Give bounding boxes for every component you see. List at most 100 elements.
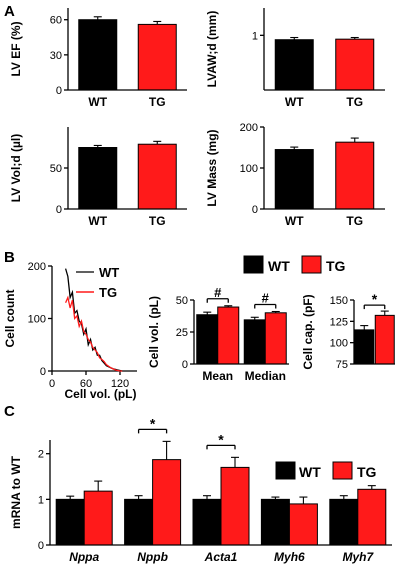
cellvol-ytick-label: 50	[176, 295, 188, 307]
lvef-ytick-label: 0	[56, 85, 62, 97]
lvaw-bar	[274, 39, 314, 91]
lvef-bar	[78, 19, 118, 91]
lvmass-bar	[274, 149, 314, 210]
cellvol-xtick-label: Mean	[202, 369, 233, 383]
hist-ytick-label: 100	[28, 314, 46, 326]
cellvol-ytick-label: 0	[182, 359, 188, 371]
hist-xlabel: Cell vol. (pL)	[65, 387, 137, 401]
lvaw-ylabel: LVAW;d (mm)	[205, 11, 219, 88]
lvvol-xtick-label: WT	[88, 214, 107, 228]
mrna-bar	[329, 498, 359, 546]
hist-ytick-label: 0	[40, 366, 46, 378]
lvef-ylabel: LV EF (%)	[9, 21, 23, 76]
mrna-ytick-label: 0	[38, 540, 44, 552]
lvaw-xtick-label: WT	[285, 95, 304, 109]
cellvol-ylabel: Cell vol. (pL)	[147, 296, 161, 368]
lvef-bar	[137, 23, 177, 91]
legend-swatch-wt	[243, 255, 264, 274]
lvef-xtick-label: TG	[149, 95, 166, 109]
cellvol-bar	[217, 306, 240, 365]
mrna-xtick-label: Nppa	[69, 550, 99, 564]
lvmass-ytick-label: 0	[252, 204, 258, 216]
legend-c-label-wt: WT	[299, 464, 321, 480]
hist-series-wt	[64, 268, 123, 372]
mrna-bar	[124, 498, 154, 546]
hist-ytick-label: 200	[28, 261, 46, 273]
cellcap-sig-mark: *	[372, 291, 378, 307]
legend-label-wt: WT	[268, 258, 290, 274]
mrna-ytick-label: 1	[38, 494, 44, 506]
panel-label-a: A	[4, 3, 15, 20]
cellcap-ytick-label: 100	[330, 338, 348, 350]
mrna-bar	[55, 498, 85, 546]
lvaw-bar	[335, 38, 375, 91]
mrna-bar	[152, 459, 182, 546]
cellcap-chart	[354, 314, 395, 365]
hist-ylabel: Cell count	[3, 289, 17, 347]
legend: WT TG	[243, 255, 346, 274]
lvvol-bar	[78, 147, 118, 210]
mrna-bar	[220, 466, 250, 546]
cellcap-bar	[374, 314, 395, 365]
cellvol-bar	[264, 312, 287, 365]
hist-xtick-label: 60	[80, 378, 92, 390]
cellcap-ytick-label: 75	[336, 359, 348, 371]
cellvol-sig-mark: #	[214, 285, 222, 300]
mrna-sig-mark: *	[150, 415, 156, 431]
legend-swatch-tg	[301, 255, 322, 274]
cellvol-sig-mark: #	[262, 291, 270, 306]
mrna-xtick-label: Myh7	[342, 550, 374, 564]
panel-label-b: B	[4, 249, 15, 266]
cellvol-ytick-label: 25	[176, 327, 188, 339]
lvaw-xtick-label: TG	[346, 95, 363, 109]
cellcap-bar	[354, 329, 375, 365]
hist-legend-label-wt: WT	[99, 265, 119, 280]
mrna-sig-mark: *	[218, 431, 224, 447]
mrna-bar	[357, 488, 387, 546]
lvvol-chart	[78, 143, 177, 210]
lvef-ytick-label: 30	[50, 50, 62, 62]
lvef-xtick-label: WT	[88, 95, 107, 109]
mrna-ylabel: mRNA to WT	[9, 455, 23, 529]
cellcap-ylabel: Cell cap. (pF)	[301, 294, 315, 369]
mrna-bar	[83, 490, 113, 546]
lvmass-ytick-label: 100	[240, 163, 258, 175]
mrna-xtick-label: Acta1	[204, 550, 238, 564]
mrna-bar	[192, 498, 222, 546]
cellcap-ytick-label: 125	[330, 316, 348, 328]
mrna-xtick-label: Myh6	[274, 550, 305, 564]
lvvol-ytick-label: 0	[56, 204, 62, 216]
cellvol-chart	[196, 306, 287, 365]
hist-series-tg	[65, 295, 123, 372]
lvvol-ylabel: LV Vol;d (µl)	[9, 134, 23, 202]
lvmass-ytick-label: 200	[240, 122, 258, 134]
legend-c-swatch-wt	[275, 461, 296, 480]
lvvol-xtick-label: TG	[149, 214, 166, 228]
panel-label-c: C	[4, 403, 15, 420]
cellvol-xtick-label: Median	[245, 369, 286, 383]
hist-legend-label-tg: TG	[99, 285, 117, 300]
lvmass-xtick-label: TG	[346, 214, 363, 228]
lvef-ytick-label: 60	[50, 15, 62, 27]
cellvol-bar	[196, 314, 219, 365]
lvmass-bar	[335, 141, 375, 210]
lvmass-xtick-label: WT	[285, 214, 304, 228]
lvaw-chart	[274, 38, 375, 91]
lvmass-ylabel: LV Mass (mg)	[205, 129, 219, 206]
legend-c: WT TG	[275, 461, 377, 480]
legend-label-tg: TG	[326, 258, 346, 274]
lvvol-ytick-label: 50	[50, 163, 62, 175]
hist-xtick-label: 120	[111, 378, 129, 390]
cellcap-ytick-label: 150	[330, 295, 348, 307]
lvvol-bar	[137, 143, 177, 210]
legend-c-swatch-tg	[332, 461, 353, 480]
lvaw-ytick-label: 1	[252, 30, 258, 42]
mrna-bar	[288, 503, 318, 546]
legend-c-label-tg: TG	[357, 464, 377, 480]
mrna-xtick-label: Nppb	[137, 550, 168, 564]
lvmass-chart	[274, 141, 375, 210]
lvef-chart	[78, 19, 177, 91]
cellvol-bar	[243, 319, 266, 365]
mrna-ytick-label: 2	[38, 449, 44, 461]
